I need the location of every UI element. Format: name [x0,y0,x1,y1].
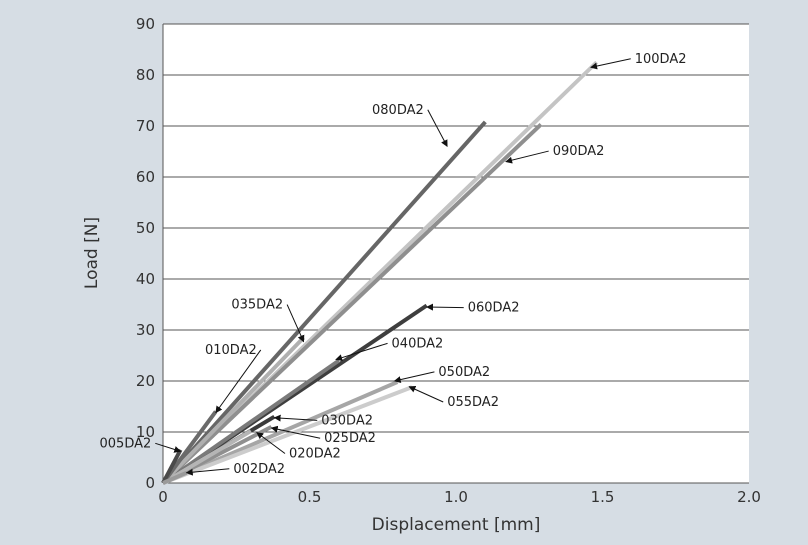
series-line-080da2 [161,120,487,485]
callout-arrow-040da2 [335,342,388,362]
callout-arrow-080da2 [427,109,448,148]
series-line-035da2 [161,336,306,485]
callout-arrow-050da2 [393,371,435,384]
series-lines [161,60,599,485]
series-line-005da2 [161,448,183,484]
y-tick-label: 60 [136,168,155,186]
y-tick-label: 30 [136,321,155,339]
series-label-055da2: 055DA2 [447,395,499,410]
series-label-040da2: 040DA2 [392,336,444,351]
series-label-050da2: 050DA2 [438,365,490,380]
series-line-010da2 [161,410,218,485]
x-tick-label: 0 [158,488,168,506]
y-tick-label: 20 [136,372,155,390]
series-label-100da2: 100DA2 [635,52,687,67]
callout-arrow-030da2 [273,414,318,422]
series-label-010da2: 010DA2 [205,343,257,358]
series-label-080da2: 080DA2 [372,103,424,118]
callout-arrows: 100DA2 090DA2 080DA2 060DA2 040DA2 035DA2 050D… [100,52,687,477]
callout-arrow-100da2 [590,58,631,70]
y-tick-label: 80 [136,66,155,84]
series-label-090da2: 090DA2 [553,144,605,159]
callout-arrow-010da2 [215,349,262,414]
y-axis-ticks: 0 10 20 30 40 50 60 70 80 90 [136,15,155,492]
y-tick-label: 40 [136,270,155,288]
y-tick-label: 50 [136,219,155,237]
series-label-035da2: 035DA2 [231,298,283,313]
series-label-005da2: 005DA2 [100,436,152,451]
callout-arrow-035da2 [286,304,305,343]
series-line-055da2 [162,385,413,485]
x-axis-ticks: 0 0.5 1.0 1.5 2.0 [158,488,761,506]
series-line-040da2 [161,358,340,485]
callout-arrow-020da2 [256,432,286,454]
y-tick-label: 90 [136,15,155,33]
y-tick-label: 70 [136,117,155,135]
callout-arrow-002da2 [185,468,230,476]
series-line-020da2 [161,429,252,485]
x-tick-label: 2.0 [737,488,761,506]
callout-arrow-060da2 [426,303,464,311]
series-line-002da2 [162,470,188,485]
series-label-060da2: 060DA2 [468,301,520,316]
series-label-025da2: 025DA2 [324,431,376,446]
y-tick-label: 10 [136,423,155,441]
y-axis-title: Load [N] [82,217,102,289]
series-label-002da2: 002DA2 [233,462,285,477]
series-label-030da2: 030DA2 [321,413,373,428]
x-tick-label: 1.0 [444,488,468,506]
plot-area [163,24,749,483]
series-line-090da2 [161,123,543,485]
x-tick-label: 0.5 [298,488,322,506]
callout-arrow-005da2 [155,442,182,453]
gridlines [162,23,749,484]
callout-arrow-055da2 [408,386,444,403]
x-axis-title: Displacement [mm] [372,515,541,535]
callout-arrow-090da2 [505,150,549,164]
y-tick-label: 0 [145,474,155,492]
series-label-020da2: 020DA2 [289,447,341,462]
x-tick-label: 1.5 [591,488,615,506]
callout-arrow-025da2 [270,425,321,439]
